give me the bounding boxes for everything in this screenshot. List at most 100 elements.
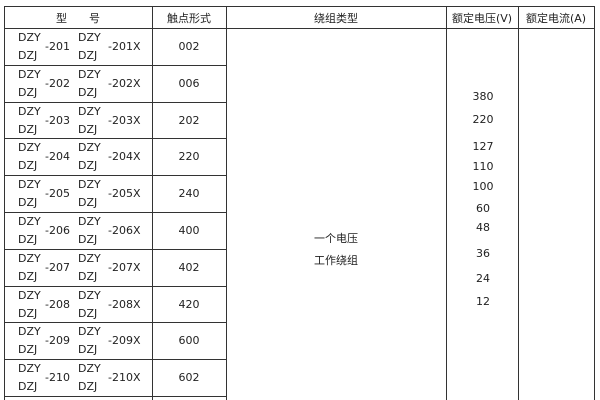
column-header: 触点形式	[167, 12, 211, 25]
model-number: -208	[45, 297, 70, 311]
row-divider	[4, 101, 226, 103]
row-divider	[4, 396, 226, 397]
model-prefix: DZY	[18, 67, 41, 81]
model-prefix: DZJ	[78, 196, 98, 210]
rated-voltage: 127	[472, 140, 494, 153]
model-number: -205X	[108, 187, 141, 201]
model-prefix: DZJ	[78, 269, 98, 283]
rated-voltage: 60	[476, 202, 490, 215]
model-number: -206X	[108, 224, 141, 237]
model-prefix: DZJ	[78, 159, 98, 173]
contact-form: 420	[178, 297, 200, 311]
row-divider	[4, 285, 226, 287]
row-divider	[4, 175, 226, 177]
column-divider	[226, 6, 227, 400]
model-prefix: DZJ	[18, 233, 38, 246]
model-number: -207X	[108, 260, 141, 274]
model-prefix: DZY	[78, 215, 101, 228]
model-number: -203	[45, 113, 70, 127]
rated-voltage: 100	[472, 180, 494, 193]
row-divider	[4, 64, 226, 66]
contact-form: 220	[178, 150, 200, 164]
model-number: -209	[45, 334, 70, 348]
row-divider	[4, 28, 594, 29]
model-number: -209X	[108, 334, 141, 348]
rated-voltage: 380	[472, 90, 494, 103]
column-divider	[446, 6, 447, 400]
model-prefix: DZJ	[18, 85, 38, 99]
column-divider	[152, 6, 153, 400]
model-prefix: DZY	[78, 178, 101, 192]
rated-voltage: 24	[476, 272, 490, 285]
model-prefix: DZJ	[18, 306, 38, 320]
model-prefix: DZY	[78, 251, 101, 265]
model-prefix: DZY	[18, 362, 41, 376]
model-number: -203X	[108, 113, 141, 127]
column-header: 型 号	[56, 12, 100, 25]
rated-voltage: 110	[472, 160, 494, 173]
model-number: -204X	[108, 150, 141, 164]
contact-form: 402	[178, 260, 200, 274]
column-header: 额定电压(V)	[451, 12, 513, 25]
model-prefix: DZY	[18, 251, 41, 265]
column-header: 绕组类型	[314, 12, 358, 25]
rated-voltage: 48	[476, 221, 490, 234]
contact-form: 202	[178, 113, 200, 127]
model-number: -205	[45, 187, 70, 201]
contact-form: 400	[178, 224, 200, 237]
model-prefix: DZJ	[78, 85, 98, 99]
model-prefix: DZY	[18, 288, 41, 302]
model-number: -208X	[108, 297, 141, 311]
model-number: -202X	[108, 76, 141, 90]
model-prefix: DZY	[78, 362, 101, 376]
model-prefix: DZJ	[78, 122, 98, 136]
model-number: -207	[45, 260, 70, 274]
column-divider	[594, 6, 595, 400]
model-prefix: DZY	[18, 31, 41, 44]
row-divider	[4, 322, 226, 324]
contact-form: 002	[178, 40, 200, 53]
rated-voltage: 220	[472, 113, 494, 126]
contact-form: 602	[178, 371, 200, 385]
column-divider	[4, 6, 5, 400]
row-divider	[4, 359, 226, 361]
model-number: -210X	[108, 371, 141, 385]
rated-voltage: 12	[476, 295, 490, 308]
model-prefix: DZY	[78, 67, 101, 81]
contact-form: 240	[178, 187, 200, 201]
model-prefix: DZY	[78, 141, 101, 155]
model-prefix: DZJ	[18, 380, 38, 394]
model-prefix: DZJ	[78, 343, 98, 357]
winding-type: 工作绕组	[314, 254, 358, 267]
model-prefix: DZJ	[78, 380, 98, 394]
model-prefix: DZY	[78, 288, 101, 302]
winding-type: 一个电压	[314, 232, 358, 245]
model-prefix: DZY	[18, 104, 41, 118]
column-header: 额定电流(A)	[525, 12, 587, 25]
model-prefix: DZJ	[18, 343, 38, 357]
model-prefix: DZY	[78, 31, 101, 44]
model-number: -201	[45, 40, 70, 53]
model-prefix: DZJ	[78, 306, 98, 320]
model-number: -206	[45, 224, 70, 237]
model-number: -201X	[108, 40, 141, 53]
row-divider	[4, 6, 594, 7]
model-prefix: DZY	[18, 178, 41, 192]
model-number: -202	[45, 76, 70, 90]
model-prefix: DZJ	[78, 49, 98, 62]
model-prefix: DZY	[78, 325, 101, 339]
rated-voltage: 36	[476, 247, 490, 260]
model-number: -210	[45, 371, 70, 385]
model-prefix: DZY	[18, 141, 41, 155]
model-prefix: DZJ	[18, 122, 38, 136]
model-prefix: DZJ	[18, 196, 38, 210]
model-prefix: DZY	[78, 104, 101, 118]
model-prefix: DZY	[18, 325, 41, 339]
model-prefix: DZJ	[18, 159, 38, 173]
model-prefix: DZJ	[78, 233, 98, 246]
model-prefix: DZY	[18, 215, 41, 228]
model-prefix: DZJ	[18, 49, 38, 62]
row-divider	[4, 138, 226, 140]
contact-form: 600	[178, 334, 200, 348]
model-prefix: DZJ	[18, 269, 38, 283]
